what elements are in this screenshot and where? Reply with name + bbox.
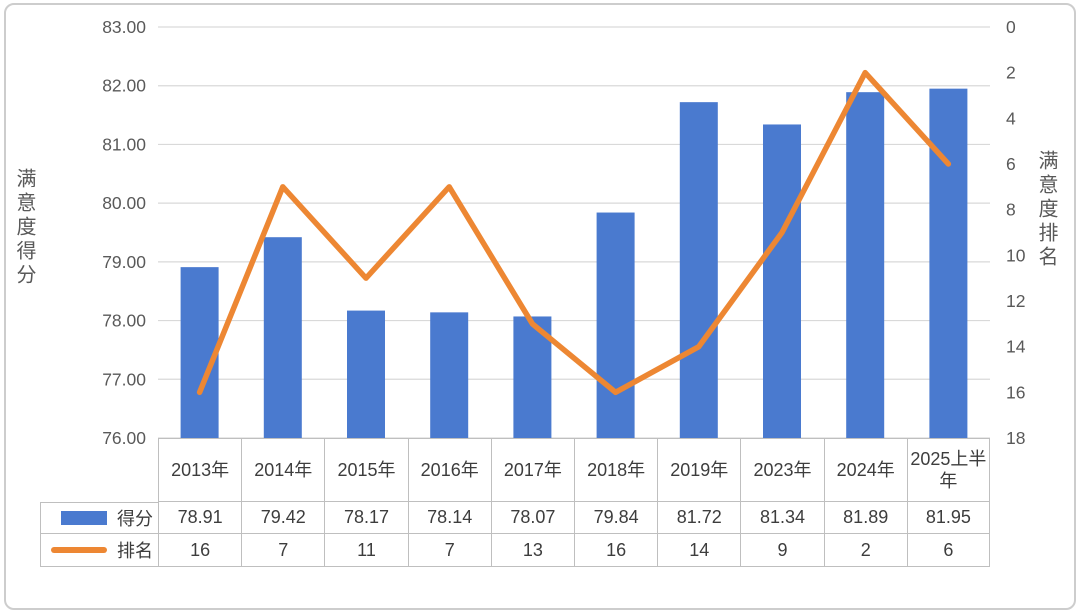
right-axis-tick-label: 0 [1006, 17, 1016, 37]
score-bar [430, 312, 469, 438]
rank-value-cell: 11 [324, 534, 408, 567]
score-bar [846, 92, 885, 439]
rank-value-cell: 6 [906, 534, 990, 567]
category-header-cell: 2013年 [158, 438, 242, 502]
score-bar [347, 310, 385, 438]
rank-value-cell: 14 [657, 534, 741, 567]
left-axis-tick-label: 78.00 [102, 311, 146, 331]
score-value-cell: 81.72 [657, 502, 741, 534]
legend-item-score: 得分 [40, 502, 158, 534]
legend-item-rank: 排名 [40, 534, 158, 567]
rank-value-cell: 9 [740, 534, 824, 567]
table-corner-spacer [40, 438, 158, 502]
score-bar [596, 212, 635, 438]
left-axis-tick-label: 80.00 [102, 193, 146, 213]
right-axis-tick-label: 12 [1006, 291, 1025, 311]
rank-value-cell: 7 [241, 534, 325, 567]
left-axis-tick-label: 76.00 [102, 428, 146, 448]
left-axis-tick-label: 83.00 [102, 17, 146, 37]
score-value-cell: 78.17 [324, 502, 408, 534]
category-header-cell: 2014年 [241, 438, 325, 502]
score-bar [180, 267, 219, 438]
category-header-cell: 2018年 [573, 438, 658, 502]
combo-chart-plot: 83.00 82.00 81.00 80.00 79.00 78.00 77.00 76.00… [102, 17, 1026, 448]
rank-value-cell: 13 [490, 534, 574, 567]
rank-value-cell: 7 [407, 534, 491, 567]
category-header-cell: 2019年 [657, 438, 741, 502]
right-axis-title: 满意度排名 [1035, 150, 1057, 270]
right-axis-tick-label: 6 [1006, 154, 1016, 174]
right-axis-tick-label: 14 [1006, 337, 1026, 357]
score-value-cell: 81.89 [823, 502, 907, 534]
rank-legend-label: 排名 [117, 541, 153, 561]
category-header-cell: 2017年 [490, 438, 574, 502]
score-bar [263, 237, 302, 438]
category-header-cell: 2015年 [324, 438, 408, 502]
category-header-cell: 2023年 [740, 438, 824, 502]
left-axis-title: 满意度得分 [13, 168, 35, 288]
score-value-cell: 81.95 [906, 502, 990, 534]
category-header-cell: 2024年 [823, 438, 907, 502]
right-axis-tick-label: 10 [1006, 245, 1026, 265]
right-axis-tick-label: 8 [1006, 200, 1016, 220]
score-value-cell: 78.14 [407, 502, 491, 534]
left-axis-tick-label: 82.00 [102, 76, 146, 96]
score-legend-label: 得分 [117, 509, 153, 529]
rank-value-cell: 2 [823, 534, 907, 567]
score-bar [929, 88, 968, 439]
score-bar [763, 124, 801, 439]
rank-legend-swatch-icon [51, 547, 107, 553]
right-axis-tick-label: 16 [1006, 382, 1025, 402]
score-value-cell: 81.34 [740, 502, 824, 534]
score-value-cell: 79.84 [573, 502, 658, 534]
score-value-cell: 78.91 [158, 502, 242, 534]
left-axis-tick-label: 77.00 [102, 369, 146, 389]
score-value-cell: 78.07 [490, 502, 574, 534]
left-axis-tick-label: 79.00 [102, 252, 146, 272]
rank-value-cell: 16 [158, 534, 242, 567]
right-axis-tick-label: 4 [1006, 108, 1016, 128]
score-legend-swatch-icon [61, 511, 107, 525]
score-bar [679, 102, 718, 438]
score-value-cell: 79.42 [241, 502, 325, 534]
rank-value-cell: 16 [573, 534, 658, 567]
right-axis-tick-label: 18 [1006, 428, 1025, 448]
right-axis-tick-label: 2 [1006, 63, 1016, 83]
data-table: 2013年 2014年 2015年 2016年 2017年 2018年 2019年 2023年… [40, 438, 990, 567]
left-axis-tick-label: 81.00 [102, 134, 146, 154]
rank-line [196, 69, 952, 396]
category-header-cell: 2016年 [407, 438, 491, 502]
category-header-cell: 2025上半年 [906, 438, 990, 502]
